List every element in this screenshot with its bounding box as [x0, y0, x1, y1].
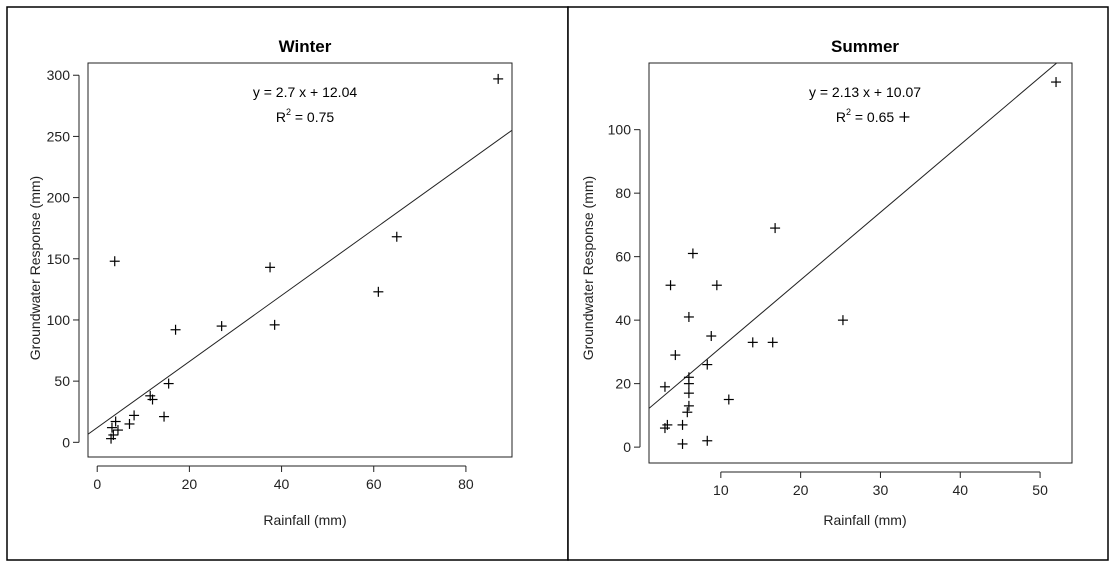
winter-data-point	[269, 319, 280, 330]
summer-data-point	[1051, 77, 1062, 88]
summer-y-tick-label: 40	[615, 312, 631, 328]
summer-y-tick-label: 20	[615, 376, 631, 392]
winter-data-point	[163, 378, 174, 389]
winter-data-point	[265, 262, 276, 273]
summer-data-point	[682, 407, 693, 418]
summer-data-point	[665, 280, 676, 291]
summer-y-tick-label: 0	[623, 439, 631, 455]
winter-x-axis-label: Rainfall (mm)	[263, 512, 346, 528]
summer-x-tick-label: 20	[793, 482, 809, 498]
winter-y-tick-label: 200	[47, 190, 71, 206]
summer-data-point	[677, 419, 688, 430]
winter-data-point	[108, 429, 119, 440]
summer-data-point	[683, 388, 694, 399]
winter-data-point	[391, 231, 402, 242]
winter-data-point	[110, 416, 121, 427]
summer-chart: Summer Rainfall (mm) Groundwater Respons…	[580, 37, 1073, 528]
winter-data-point	[106, 422, 117, 433]
winter-equation: y = 2.7 x + 12.04	[253, 84, 358, 100]
winter-data-point	[109, 256, 120, 267]
winter-data-point	[124, 418, 135, 429]
winter-y-tick-label: 100	[47, 312, 71, 328]
summer-data-point	[662, 419, 673, 430]
summer-data-point	[747, 337, 758, 348]
summer-equation: y = 2.13 x + 10.07	[809, 84, 921, 100]
winter-data-point	[129, 410, 140, 421]
winter-y-axis-label: Groundwater Response (mm)	[27, 176, 43, 360]
winter-chart-title: Winter	[279, 37, 332, 56]
summer-data-point	[702, 435, 713, 446]
summer-chart-title: Summer	[831, 37, 899, 56]
summer-y-tick-label: 60	[615, 249, 631, 265]
summer-data-point	[677, 438, 688, 449]
summer-x-tick-label: 40	[952, 482, 968, 498]
summer-data-point	[899, 111, 910, 122]
summer-plot-area	[648, 62, 1073, 464]
summer-data-point	[706, 331, 717, 342]
winter-regression-line	[88, 129, 512, 435]
winter-x-tick-label: 60	[366, 476, 382, 492]
summer-regression-line	[649, 63, 1058, 409]
summer-x-tick-label: 10	[713, 482, 729, 498]
summer-data-point	[670, 350, 681, 361]
summer-r-squared: R2 = 0.65	[836, 107, 895, 125]
summer-y-tick-label: 80	[615, 185, 631, 201]
winter-chart: Winter Rainfall (mm) Groundwater Respons…	[27, 37, 513, 528]
summer-data-point	[683, 400, 694, 411]
winter-x-tick-label: 80	[458, 476, 474, 492]
summer-data-point	[659, 381, 670, 392]
summer-data-point	[837, 315, 848, 326]
summer-data-point	[711, 280, 722, 291]
winter-data-point	[147, 394, 158, 405]
winter-x-tick-label: 40	[274, 476, 290, 492]
summer-data-point	[683, 372, 694, 383]
winter-y-tick-label: 0	[62, 434, 70, 450]
summer-data-point	[723, 394, 734, 405]
summer-y-axis-label: Groundwater Response (mm)	[580, 176, 596, 360]
summer-panel	[567, 6, 1109, 561]
winter-data-point	[216, 321, 227, 332]
winter-plot-area	[87, 62, 513, 458]
winter-data-point	[493, 73, 504, 84]
summer-x-axis-label: Rainfall (mm)	[823, 512, 906, 528]
winter-y-tick-label: 300	[47, 67, 71, 83]
summer-data-point	[683, 311, 694, 322]
winter-x-tick-label: 0	[93, 476, 101, 492]
summer-data-point	[702, 359, 713, 370]
winter-panel	[6, 6, 569, 561]
winter-data-point	[170, 324, 181, 335]
winter-y-tick-label: 250	[47, 128, 71, 144]
summer-data-point	[687, 248, 698, 259]
winter-y-tick-label: 150	[47, 251, 71, 267]
summer-x-tick-label: 50	[1032, 482, 1048, 498]
winter-x-tick-label: 20	[182, 476, 198, 492]
winter-y-tick-label: 50	[54, 373, 70, 389]
summer-x-tick-label: 30	[873, 482, 889, 498]
winter-r-squared: R2 = 0.75	[276, 107, 335, 125]
winter-data-point	[159, 411, 170, 422]
winter-data-point	[373, 286, 384, 297]
winter-data-point	[112, 425, 123, 436]
summer-y-tick-label: 100	[608, 122, 632, 138]
summer-data-point	[767, 337, 778, 348]
summer-data-point	[770, 223, 781, 234]
